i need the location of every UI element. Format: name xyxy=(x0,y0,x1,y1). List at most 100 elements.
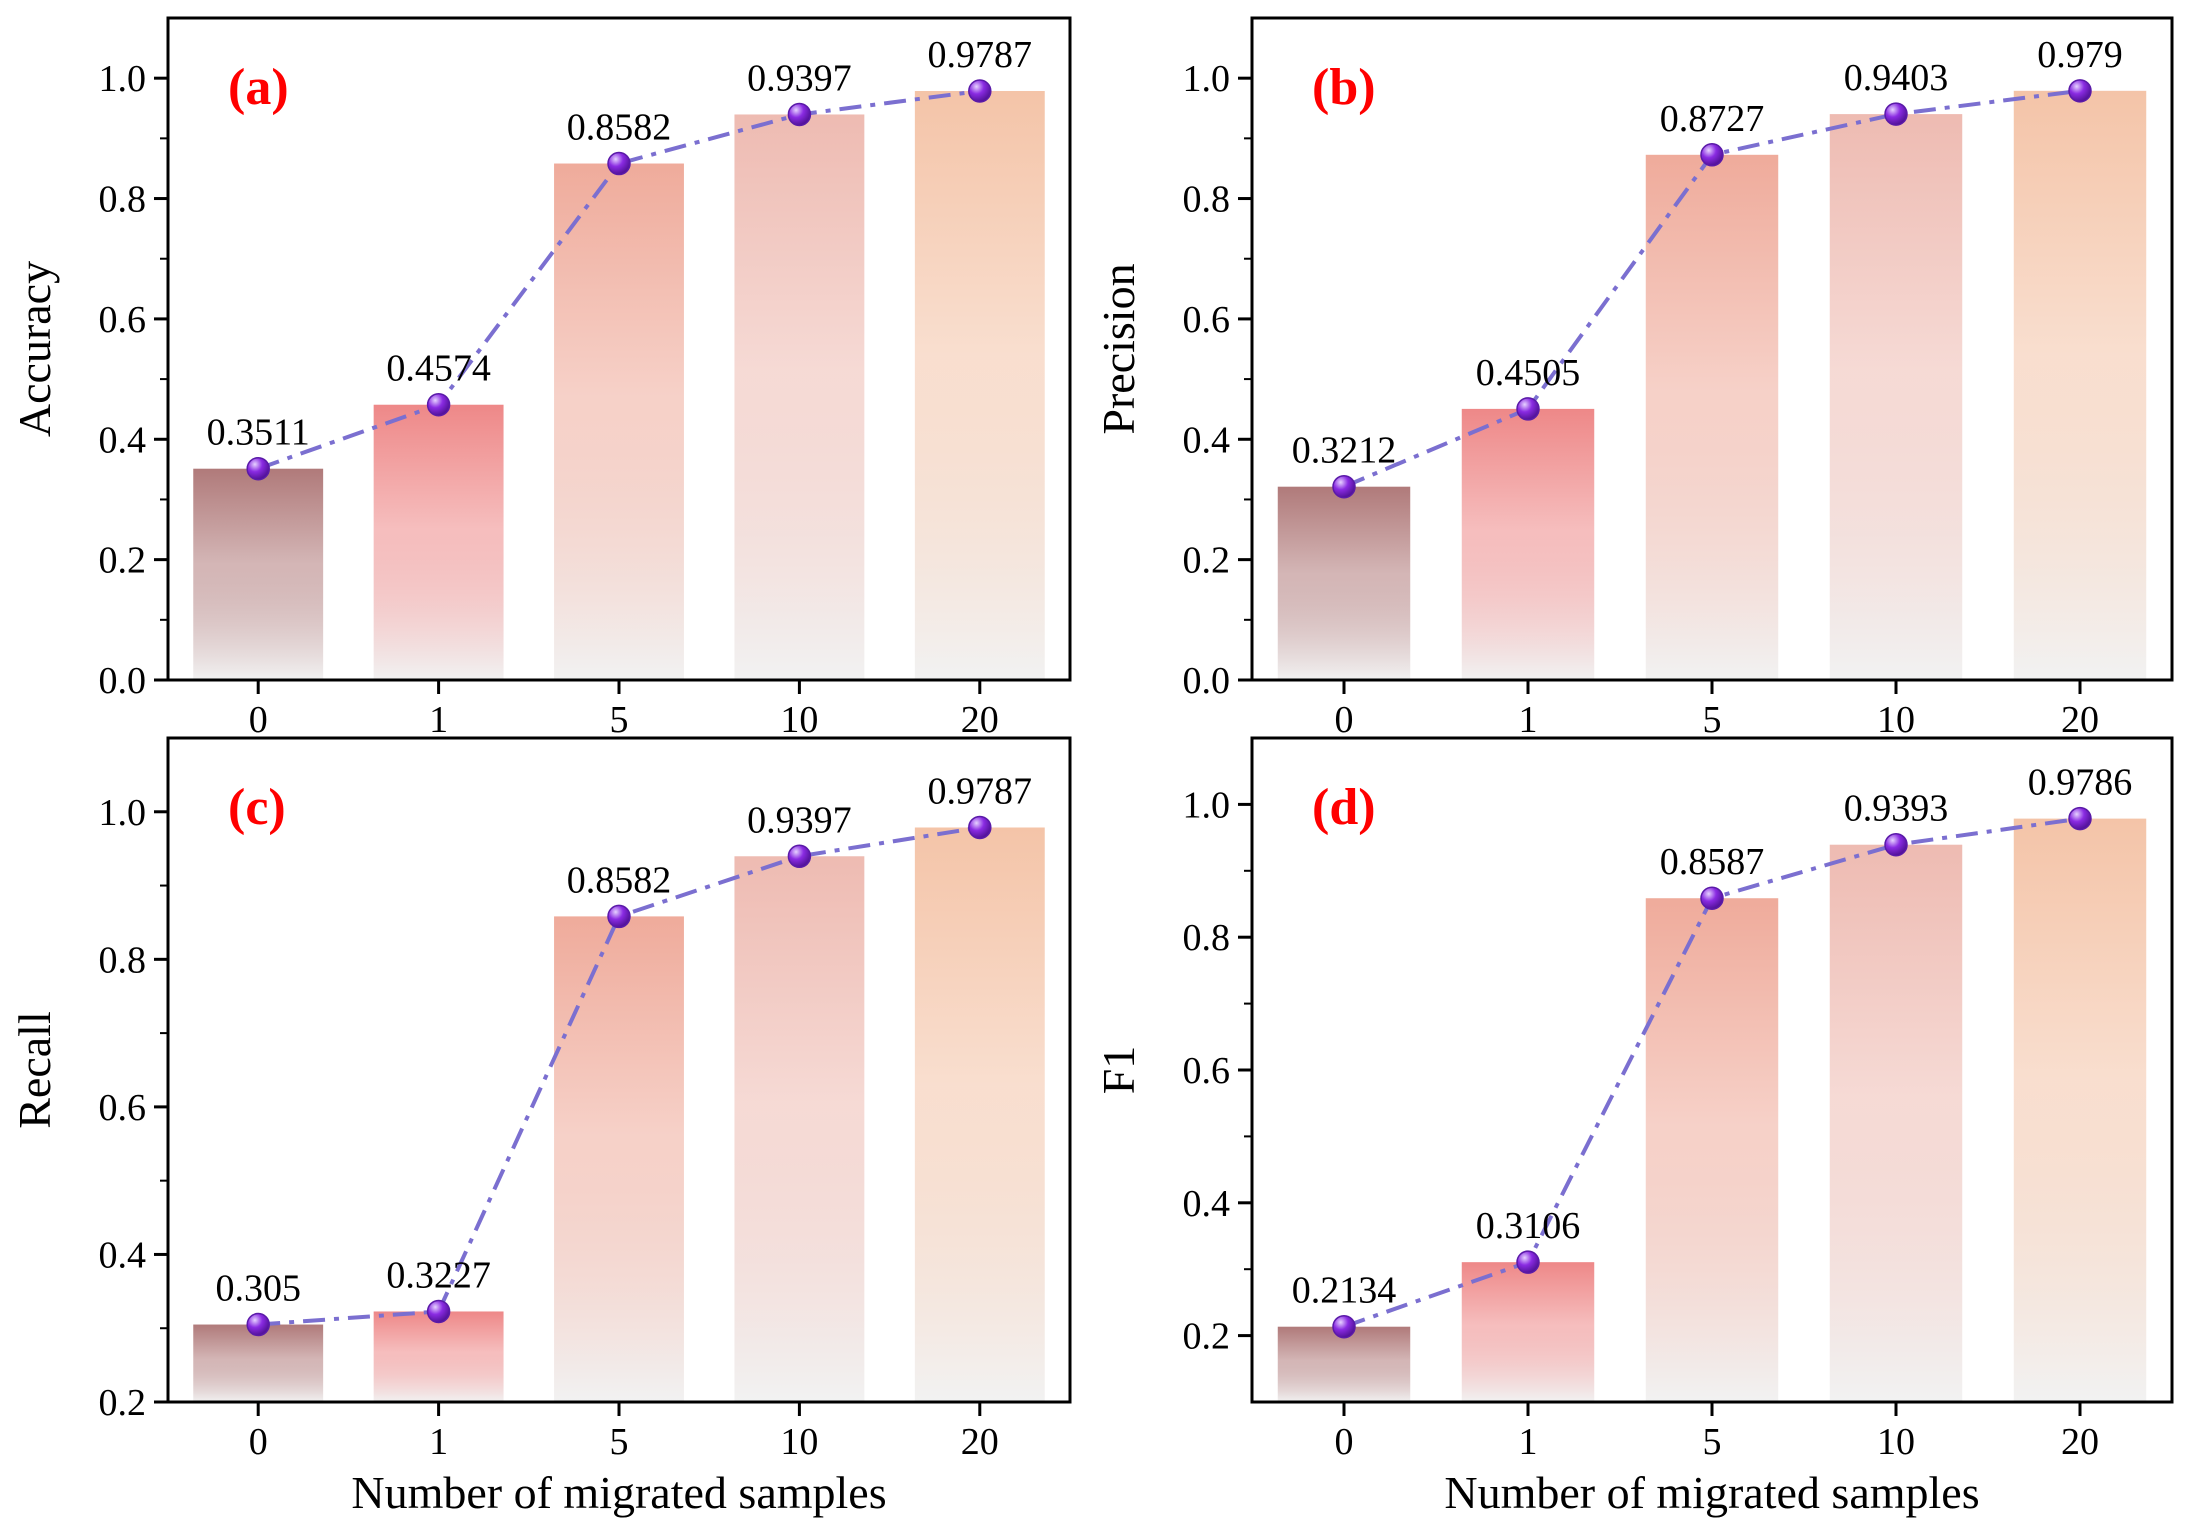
data-label-10: 0.9397 xyxy=(747,57,852,99)
x-axis-title: Number of migrated samples xyxy=(351,1467,886,1518)
bar-5 xyxy=(1645,154,1779,680)
y-tick-label: 0.6 xyxy=(99,1087,147,1129)
data-point-5 xyxy=(607,151,631,176)
y-tick-label: 0.8 xyxy=(1183,179,1231,221)
bar-10 xyxy=(734,856,865,1402)
data-label-1: 0.4505 xyxy=(1476,352,1581,394)
y-tick-label: 0.2 xyxy=(99,540,147,582)
x-tick-label-1: 1 xyxy=(429,699,448,741)
data-point-20 xyxy=(2068,806,2092,831)
bar-5 xyxy=(554,916,684,1402)
data-point-20 xyxy=(968,79,992,103)
y-tick-label: 0.2 xyxy=(1183,540,1231,582)
data-label-0: 0.3511 xyxy=(207,412,310,454)
y-tick-label: 0.2 xyxy=(99,1382,147,1424)
bar-1 xyxy=(373,404,504,680)
y-tick-label: 0.6 xyxy=(1183,299,1231,341)
x-tick-label-10: 10 xyxy=(1877,699,1915,741)
series-line xyxy=(257,89,981,471)
panel-label: (d) xyxy=(1312,779,1376,836)
bar-1 xyxy=(1461,1262,1595,1402)
bar-20 xyxy=(2013,818,2147,1402)
x-tick-label-0: 0 xyxy=(249,699,268,741)
y-tick-label: 1.0 xyxy=(99,792,147,834)
bar-0 xyxy=(193,468,324,680)
series-line xyxy=(258,825,981,1327)
bar-20 xyxy=(2013,90,2147,680)
y-tick-label: 1.0 xyxy=(1183,784,1231,826)
data-label-5: 0.8582 xyxy=(567,859,672,901)
y-tick-label: 0.4 xyxy=(99,1234,147,1276)
data-label-5: 0.8727 xyxy=(1660,98,1765,140)
data-point-5 xyxy=(1700,886,1724,910)
x-tick-label-10: 10 xyxy=(780,699,818,741)
x-tick-label-0: 0 xyxy=(1335,699,1354,741)
data-label-0: 0.3212 xyxy=(1292,430,1397,472)
bar-0 xyxy=(1277,1326,1411,1402)
data-label-5: 0.8587 xyxy=(1660,841,1765,883)
x-tick-label-20: 20 xyxy=(961,699,999,741)
y-tick-label: 0.6 xyxy=(99,299,147,341)
x-tick-label-5: 5 xyxy=(1703,699,1722,741)
panel-d: (d) F1 Number of migrated samples 0.2134… xyxy=(1093,736,2174,1518)
data-label-5: 0.8582 xyxy=(567,107,672,149)
data-label-20: 0.9786 xyxy=(2028,762,2133,804)
panel-c: (c) Recall Number of migrated samples 0.… xyxy=(9,736,1072,1518)
data-point-10 xyxy=(1884,832,1908,857)
y-tick-label: 0.8 xyxy=(99,179,147,221)
y-axis-title: Recall xyxy=(9,1011,60,1129)
y-tick-label: 0.6 xyxy=(1183,1050,1231,1092)
data-point-0 xyxy=(1332,474,1356,499)
y-axis-title: Accuracy xyxy=(9,261,60,437)
x-tick-label-20: 20 xyxy=(961,1421,999,1463)
data-label-1: 0.3106 xyxy=(1476,1205,1581,1247)
x-tick-label-10: 10 xyxy=(780,1421,818,1463)
y-tick-label: 0.8 xyxy=(1183,917,1231,959)
data-point-10 xyxy=(787,102,812,127)
bar-20 xyxy=(914,827,1045,1402)
data-label-1: 0.3227 xyxy=(386,1254,491,1296)
x-tick-label-20: 20 xyxy=(2061,1421,2099,1463)
y-tick-label: 0.4 xyxy=(1183,419,1231,461)
data-label-10: 0.9403 xyxy=(1844,57,1949,99)
bar-1 xyxy=(1461,408,1595,680)
data-point-1 xyxy=(1516,1250,1540,1274)
bar-20 xyxy=(914,91,1045,680)
data-point-0 xyxy=(1332,1314,1356,1339)
y-tick-label: 0.0 xyxy=(1183,660,1231,702)
panel-b: (b) Precision 0.3212 0.4505 0.8727 0.9403 0.… xyxy=(1093,16,2174,741)
data-label-0: 0.305 xyxy=(215,1268,301,1310)
x-tick-label-1: 1 xyxy=(1519,1421,1538,1463)
x-tick-label-20: 20 xyxy=(2061,699,2099,741)
x-tick-label-0: 0 xyxy=(1335,1421,1354,1463)
x-tick-label-1: 1 xyxy=(429,1421,448,1463)
y-axis-title: F1 xyxy=(1093,1046,1144,1095)
x-tick-label-10: 10 xyxy=(1877,1421,1915,1463)
bar-0 xyxy=(193,1324,324,1402)
y-tick-label: 0.4 xyxy=(1183,1183,1231,1225)
y-tick-label: 1.0 xyxy=(1183,58,1231,100)
y-tick-label: 0.4 xyxy=(99,419,147,461)
data-point-5 xyxy=(1700,143,1724,167)
data-point-1 xyxy=(1516,397,1540,421)
data-label-10: 0.9397 xyxy=(747,799,852,841)
x-axis-title: Number of migrated samples xyxy=(1444,1467,1979,1518)
data-point-0 xyxy=(246,456,270,481)
data-label-20: 0.979 xyxy=(2037,34,2123,76)
data-point-10 xyxy=(787,844,812,869)
data-point-1 xyxy=(426,392,451,417)
bar-5 xyxy=(554,163,684,680)
y-tick-label: 1.0 xyxy=(99,58,147,100)
bar-10 xyxy=(1829,844,1963,1402)
data-point-1 xyxy=(426,1299,451,1324)
x-tick-label-5: 5 xyxy=(610,699,629,741)
x-tick-label-5: 5 xyxy=(1703,1421,1722,1463)
data-point-5 xyxy=(607,904,631,929)
data-point-10 xyxy=(1884,102,1908,126)
panel-label: (c) xyxy=(228,779,286,836)
data-label-10: 0.9393 xyxy=(1844,788,1949,830)
data-point-20 xyxy=(968,815,992,840)
bar-10 xyxy=(1829,114,1963,681)
bar-10 xyxy=(734,114,865,681)
x-tick-label-5: 5 xyxy=(610,1421,629,1463)
